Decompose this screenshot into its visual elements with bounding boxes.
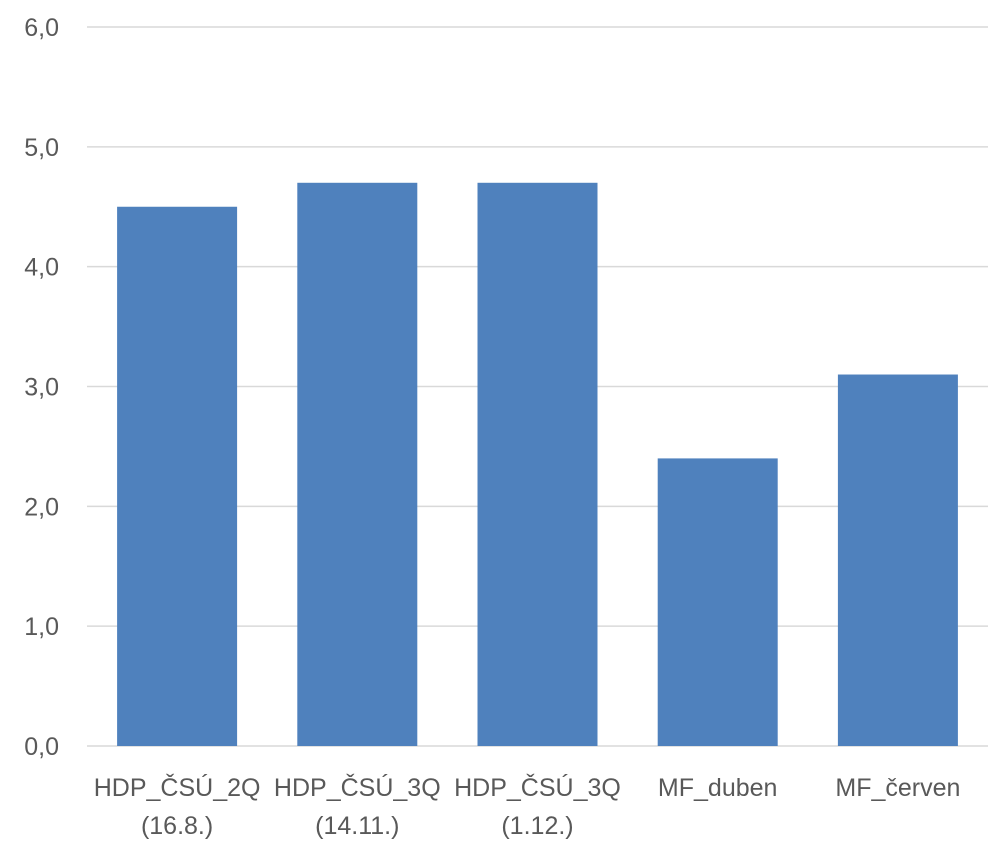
bar [657,458,778,746]
bars [117,182,958,747]
x-category-label: HDP_ČSÚ_3Q [274,773,441,802]
bar [477,182,598,747]
x-category-label: (1.12.) [501,812,573,840]
x-category-label: MF_červen [835,774,960,802]
x-category-label: HDP_ČSÚ_2Q [94,773,261,802]
y-tick-label: 0,0 [24,733,59,761]
y-tick-label: 4,0 [24,254,59,282]
bar [297,182,418,747]
x-category-label: HDP_ČSÚ_3Q [454,773,621,802]
x-category-label: (14.11.) [315,812,399,840]
y-axis-tick-labels: 0,0 1,0 2,0 3,0 4,0 5,0 6,0 [24,14,59,761]
y-tick-label: 2,0 [24,493,59,521]
y-tick-label: 3,0 [24,374,59,402]
x-category-label: MF_duben [658,774,778,802]
x-category-label: (16.8.) [141,812,213,840]
y-tick-label: 6,0 [24,14,59,42]
bar [117,206,238,746]
y-tick-label: 5,0 [24,134,59,162]
bar [837,374,958,746]
x-axis-category-labels: HDP_ČSÚ_2Q (16.8.) HDP_ČSÚ_3Q (14.11.) HDP_Č… [94,773,961,840]
y-tick-label: 1,0 [24,613,59,641]
